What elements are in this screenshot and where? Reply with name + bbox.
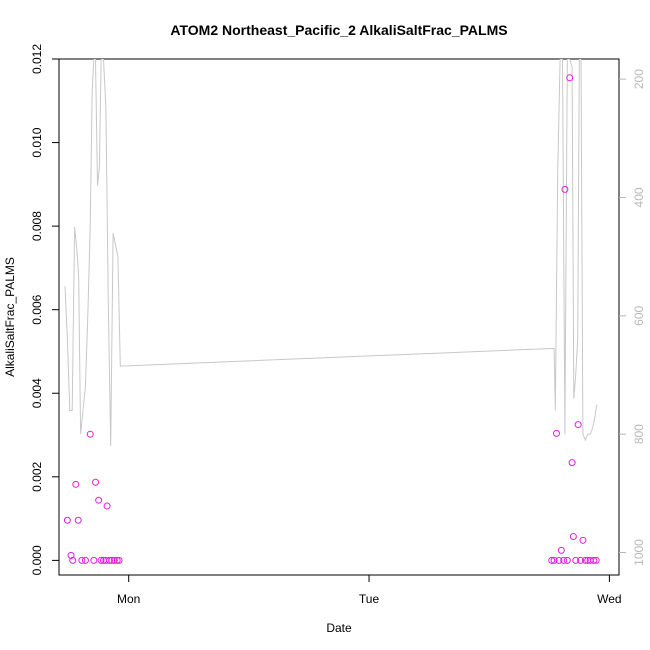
data-point bbox=[81, 556, 89, 564]
x-tick-label: Tue bbox=[359, 592, 380, 606]
data-point bbox=[110, 556, 118, 564]
y-tick-label: 0.008 bbox=[30, 211, 44, 241]
data-point bbox=[581, 556, 589, 564]
data-point bbox=[548, 556, 556, 564]
x-axis: Mon Tue Wed bbox=[117, 575, 622, 606]
x-axis-label: Date bbox=[326, 621, 352, 635]
y-tick-label: 0.012 bbox=[30, 44, 44, 74]
right-tick-label: 800 bbox=[632, 424, 646, 444]
data-point bbox=[569, 533, 577, 541]
data-point bbox=[90, 556, 98, 564]
y-axis: 0.000 0.002 0.004 0.006 0.008 0.010 0.012 bbox=[30, 44, 59, 575]
y-tick-label: 0.002 bbox=[30, 461, 44, 491]
data-point bbox=[86, 430, 94, 438]
plot-area bbox=[63, 59, 600, 564]
data-point bbox=[563, 556, 571, 564]
data-point bbox=[72, 480, 80, 488]
data-point bbox=[69, 556, 77, 564]
data-point bbox=[92, 478, 100, 486]
data-point bbox=[574, 421, 582, 429]
right-axis: 200 400 600 800 1000 bbox=[619, 69, 646, 566]
altitude-line bbox=[64, 59, 598, 447]
data-point bbox=[592, 556, 600, 564]
data-point bbox=[78, 556, 86, 564]
data-point bbox=[115, 556, 123, 564]
data-point bbox=[566, 74, 574, 82]
y-axis-label: AlkaliSaltFrac_PALMS bbox=[3, 257, 17, 377]
data-point bbox=[550, 556, 558, 564]
data-point bbox=[590, 556, 598, 564]
data-point bbox=[97, 556, 105, 564]
data-point bbox=[555, 556, 563, 564]
data-point bbox=[74, 516, 82, 524]
data-point bbox=[113, 556, 121, 564]
data-point bbox=[103, 502, 111, 510]
y-tick-label: 0.000 bbox=[30, 545, 44, 575]
data-point bbox=[63, 516, 71, 524]
data-point bbox=[577, 556, 585, 564]
data-point bbox=[560, 556, 568, 564]
data-point bbox=[67, 551, 75, 559]
chart-title: ATOM2 Northeast_Pacific_2 AlkaliSaltFrac… bbox=[170, 22, 507, 38]
right-tick-label: 600 bbox=[632, 305, 646, 325]
data-point bbox=[579, 536, 587, 544]
data-point bbox=[95, 496, 103, 504]
y-tick-label: 0.010 bbox=[30, 127, 44, 157]
data-point bbox=[572, 556, 580, 564]
right-tick-label: 200 bbox=[632, 69, 646, 89]
x-tick-label: Wed bbox=[597, 592, 621, 606]
data-point bbox=[553, 429, 561, 437]
data-point bbox=[105, 556, 113, 564]
data-point bbox=[561, 185, 569, 193]
x-tick-label: Mon bbox=[117, 592, 140, 606]
data-point bbox=[108, 556, 116, 564]
data-point bbox=[557, 546, 565, 554]
data-point bbox=[568, 459, 576, 467]
y-tick-label: 0.006 bbox=[30, 294, 44, 324]
right-tick-label: 400 bbox=[632, 187, 646, 207]
plot-frame bbox=[58, 58, 620, 576]
y-tick-label: 0.004 bbox=[30, 378, 44, 408]
right-tick-label: 1000 bbox=[632, 539, 646, 566]
